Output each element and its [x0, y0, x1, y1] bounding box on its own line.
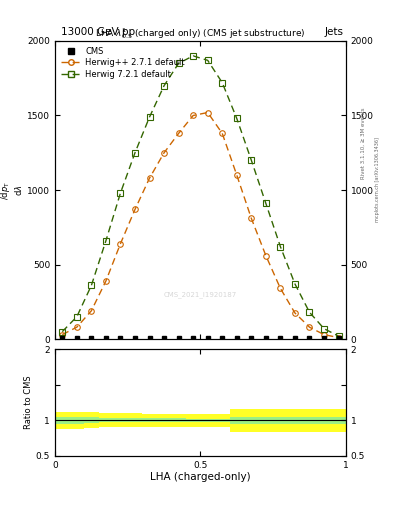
Title: LHA $\lambda^{1}_{0.5}$ (charged only) (CMS jet substructure): LHA $\lambda^{1}_{0.5}$ (charged only) (…: [95, 26, 306, 41]
Text: 13000 GeV pp: 13000 GeV pp: [61, 27, 135, 37]
Text: CMS_2021_I1920187: CMS_2021_I1920187: [164, 291, 237, 298]
Text: Jets: Jets: [325, 27, 344, 37]
Legend: CMS, Herwig++ 2.7.1 default, Herwig 7.2.1 default: CMS, Herwig++ 2.7.1 default, Herwig 7.2.…: [59, 45, 186, 80]
Text: Rivet 3.1.10, ≥ 3M events: Rivet 3.1.10, ≥ 3M events: [361, 108, 366, 179]
X-axis label: LHA (charged-only): LHA (charged-only): [150, 472, 251, 482]
Y-axis label: $\frac{1}{\mathrm{d}N}$
$/ \mathrm{d}p_\mathrm{T}$
$\mathrm{d}\lambda$: $\frac{1}{\mathrm{d}N}$ $/ \mathrm{d}p_\…: [0, 181, 24, 200]
Text: mcplots.cern.ch [arXiv:1306.3436]: mcplots.cern.ch [arXiv:1306.3436]: [375, 137, 380, 222]
Y-axis label: Ratio to CMS: Ratio to CMS: [24, 376, 33, 429]
